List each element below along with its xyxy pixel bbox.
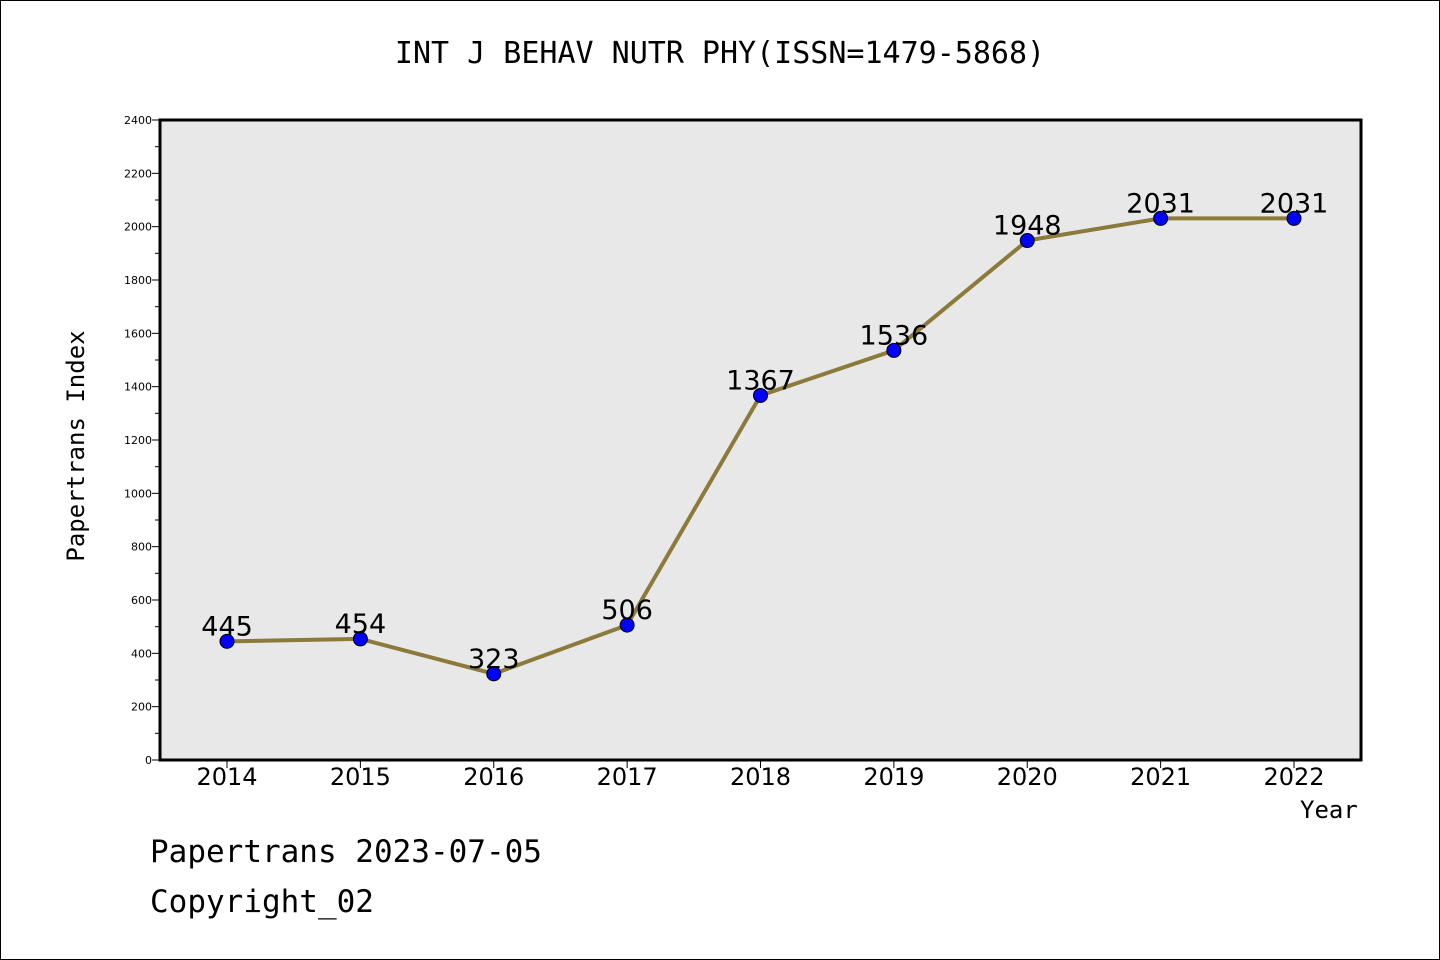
data-label: 506 <box>601 595 653 626</box>
data-label: 2031 <box>1260 188 1329 219</box>
data-label: 1536 <box>860 320 929 351</box>
x-tick-label: 2019 <box>863 763 924 791</box>
x-tick-label: 2017 <box>597 763 658 791</box>
x-tick-label: 2014 <box>196 763 257 791</box>
x-tick-label: 2022 <box>1263 763 1324 791</box>
data-point-marker <box>753 387 768 403</box>
y-axis-ticks: 0 200 400 600 800 1000 1200 1400 1600 1800 2000 220… <box>124 114 160 767</box>
y-tick-label: 2400 <box>124 114 152 127</box>
footer-copyright: Copyright_02 <box>150 884 374 920</box>
x-tick-label: 2020 <box>997 763 1058 791</box>
y-tick-label: 1400 <box>124 381 152 394</box>
data-label: 454 <box>335 609 387 640</box>
y-tick-label: 800 <box>131 541 152 554</box>
x-axis-label: Year <box>1300 796 1358 824</box>
data-point-marker <box>1286 210 1302 226</box>
data-label: 323 <box>468 644 520 675</box>
data-point-marker <box>219 633 235 649</box>
x-tick-label: 2015 <box>330 763 391 791</box>
x-tick-label: 2021 <box>1130 763 1191 791</box>
data-point-marker <box>619 617 635 633</box>
y-tick-label: 2000 <box>124 221 152 234</box>
y-tick-label: 600 <box>131 594 152 607</box>
y-tick-label: 1000 <box>124 487 152 500</box>
data-point-marker <box>486 666 502 682</box>
y-tick-label: 2200 <box>124 167 152 180</box>
y-tick-label: 200 <box>131 701 152 714</box>
y-tick-label: 1800 <box>124 274 152 287</box>
x-tick-label: 2016 <box>463 763 524 791</box>
x-axis-ticks: 2014 2015 2016 2017 2018 2019 2020 2021 2022 <box>196 760 1325 791</box>
markers-layer <box>219 210 1302 682</box>
data-point-marker <box>1153 210 1169 226</box>
data-point-marker <box>352 631 368 647</box>
footer-date: Papertrans 2023-07-05 <box>150 834 542 870</box>
data-label: 2031 <box>1126 188 1195 219</box>
y-axis-label: Papertrans Index <box>62 330 90 562</box>
data-point-marker <box>1019 233 1035 249</box>
y-tick-label: 1600 <box>124 327 152 340</box>
y-tick-label: 0 <box>145 754 152 767</box>
y-tick-label: 400 <box>131 647 152 660</box>
data-label: 1367 <box>726 365 795 396</box>
data-label: 445 <box>201 611 253 642</box>
chart-title: INT J BEHAV NUTR PHY(ISSN=1479-5868) <box>394 36 1046 71</box>
x-tick-label: 2018 <box>730 763 791 791</box>
data-labels-layer: 445 454 323 506 1367 1536 1948 2031 2031 <box>201 188 1328 674</box>
data-label: 1948 <box>993 211 1062 242</box>
y-tick-label: 1200 <box>124 434 152 447</box>
plot-area <box>158 118 1363 762</box>
data-point-marker <box>886 342 902 358</box>
